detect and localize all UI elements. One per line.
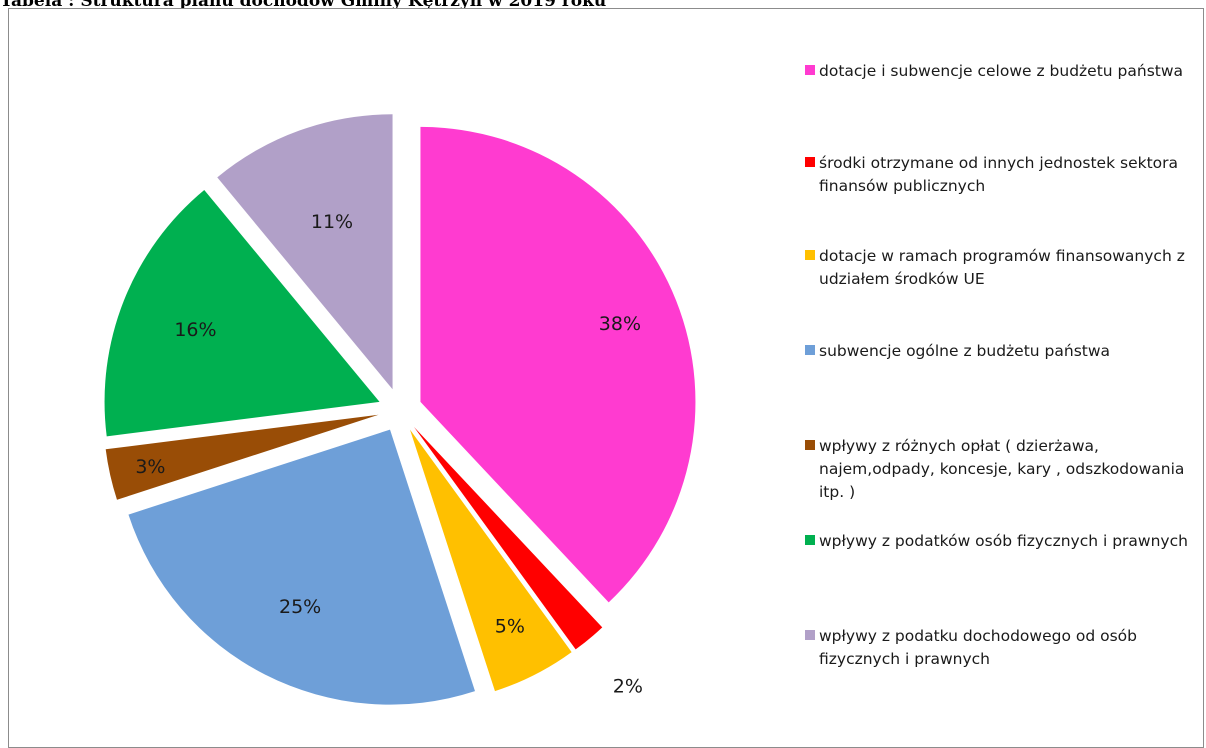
chart-title: Tabela : Struktura planu dochodów Gminy … <box>0 0 607 11</box>
legend-swatch <box>805 345 815 355</box>
legend-item-4: subwencje ogólne z budżetu państwa <box>805 340 1189 363</box>
slice-label-7: 11% <box>311 211 353 233</box>
legend-swatch <box>805 250 815 260</box>
legend-item-5: wpływy z różnych opłat ( dzierżawa, naje… <box>805 435 1189 504</box>
legend-label: dotacje i subwencje celowe z budżetu pań… <box>819 62 1184 80</box>
pie-slice-5 <box>105 414 379 500</box>
legend-label: subwencje ogólne z budżetu państwa <box>819 342 1111 360</box>
slice-label-6: 16% <box>174 319 216 341</box>
legend-swatch <box>805 65 815 75</box>
slice-label-3: 5% <box>495 616 525 638</box>
slice-label-2: 2% <box>613 675 643 697</box>
legend-label: wpływy z różnych opłat ( dzierżawa, naje… <box>819 437 1185 501</box>
pie-slice-3 <box>409 429 572 692</box>
legend-label: dotacje w ramach programów finansowanych… <box>819 247 1185 288</box>
slice-label-5: 3% <box>135 456 165 478</box>
legend-item-2: środki otrzymane od innych jednostek sek… <box>805 152 1189 198</box>
legend-label: wpływy z podatków osób fizycznych i praw… <box>819 532 1188 550</box>
legend-label: wpływy z podatku dochodowego od osób fiz… <box>819 627 1137 668</box>
pie-slice-7 <box>217 114 393 390</box>
pie-slice-2 <box>414 426 603 650</box>
legend-swatch <box>805 630 815 640</box>
legend-label: środki otrzymane od innych jednostek sek… <box>819 154 1179 195</box>
legend-item-1: dotacje i subwencje celowe z budżetu pań… <box>805 60 1189 83</box>
legend-item-7: wpływy z podatku dochodowego od osób fiz… <box>805 625 1189 671</box>
legend-swatch <box>805 157 815 167</box>
pie-slice-4 <box>128 429 475 705</box>
pie-slice-6 <box>104 190 380 437</box>
legend-swatch <box>805 535 815 545</box>
legend-swatch <box>805 440 815 450</box>
slice-label-4: 25% <box>279 596 321 618</box>
legend-item-3: dotacje w ramach programów finansowanych… <box>805 245 1189 291</box>
slice-label-1: 38% <box>599 313 641 335</box>
pie-slice-1 <box>420 126 696 603</box>
legend-item-6: wpływy z podatków osób fizycznych i praw… <box>805 530 1189 553</box>
